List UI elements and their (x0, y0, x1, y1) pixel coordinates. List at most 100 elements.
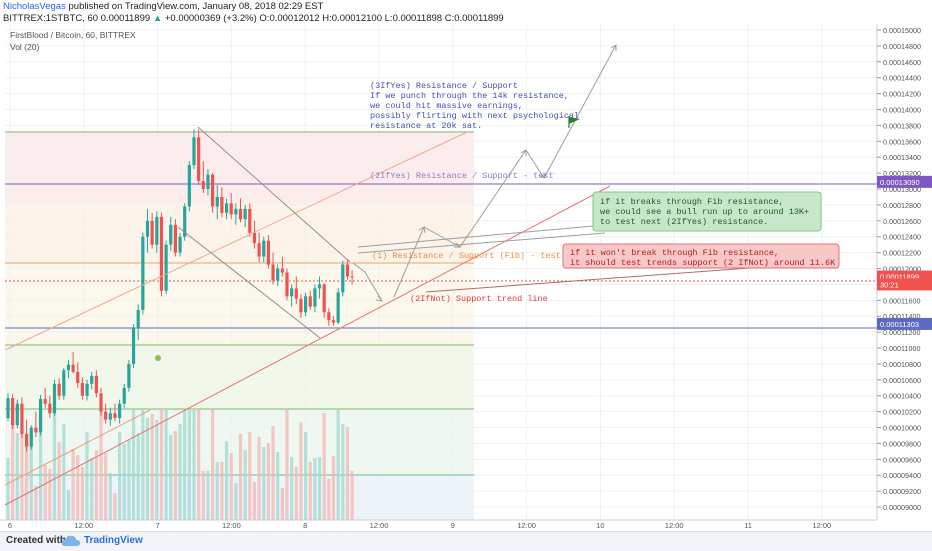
volume-bar (159, 410, 164, 520)
volume-bar (155, 420, 159, 520)
candle-body (173, 224, 177, 253)
candle-body (20, 403, 24, 434)
volume-bar (113, 493, 117, 520)
candle-body (308, 296, 312, 307)
y-tick-label: 0.00010600 (883, 376, 921, 385)
y-tick-label: 0.00014200 (883, 90, 921, 99)
candle-body (252, 232, 257, 244)
price-change: +0.00000369 (+3.2%) (164, 13, 257, 24)
volume-bar (122, 444, 126, 520)
candle-body (317, 284, 322, 289)
volume-bar (104, 453, 108, 520)
volume-bar (243, 450, 247, 520)
candle-body (304, 296, 308, 313)
volume-bar (220, 462, 224, 520)
note-bull-run: if it breaks through Fib resistance, (600, 197, 784, 207)
candle-body (266, 240, 270, 265)
volume-bar (280, 488, 284, 520)
volume-bar (15, 433, 19, 520)
volume-bar (341, 424, 345, 520)
volume-bar (308, 462, 312, 520)
candle-body (234, 208, 238, 215)
candle-body (224, 203, 229, 213)
volume-bar (85, 432, 89, 520)
candle-body (122, 387, 126, 404)
volume-bar (150, 414, 154, 520)
volume-bar (266, 443, 270, 520)
x-tick-label: 12:00 (74, 521, 93, 530)
price-label: 0.00013090 (880, 178, 920, 187)
price-axis[interactable]: 0.00009000 0.00009200 0.00009400 0.00009600… (876, 24, 921, 520)
volume-bar (313, 458, 317, 520)
volume-bar (331, 456, 336, 520)
close-value: 0.00011899 (454, 13, 504, 24)
volume-bar (90, 458, 94, 520)
annotation-3ifyes: we could hit massive earnings, (370, 101, 523, 111)
price-label-bg (877, 278, 932, 291)
volume-bar (294, 467, 298, 520)
y-tick-label: 0.00013000 (883, 185, 921, 194)
volume-bar (52, 410, 57, 520)
time-axis[interactable]: 6 12:00 7 12:00 8 12:00 9 12:00 10 12:00 11 12:00 (0, 519, 877, 530)
candle-body (211, 174, 215, 207)
volume-bar (276, 452, 280, 520)
y-tick-label: 0.00012600 (883, 217, 921, 226)
candle-body (215, 196, 219, 207)
footer: Created with TradingView (0, 531, 932, 551)
annotation-boxes (562, 191, 840, 269)
candle-body (80, 383, 84, 396)
candle-body (38, 398, 43, 433)
open-value: 0.00012012 (269, 13, 320, 24)
candle-body (108, 413, 112, 420)
candle-body (145, 220, 150, 237)
y-tick-label: 0.00014600 (883, 58, 921, 67)
x-tick-label: 11 (744, 521, 752, 530)
high-value: 0.00012100 (331, 13, 382, 24)
flag-icon (568, 116, 580, 128)
volume-bar (29, 434, 33, 520)
candle-body (248, 208, 252, 233)
footer-brand[interactable]: TradingView (84, 535, 143, 546)
candle-body (155, 216, 159, 245)
y-tick-label: 0.00012000 (883, 265, 921, 274)
volume-bar (252, 482, 257, 520)
author-link[interactable]: NicholasVegas (3, 1, 66, 12)
y-tick-label: 0.00013800 (883, 121, 921, 130)
x-tick-label: 9 (451, 521, 455, 530)
candle-body (57, 383, 61, 396)
volume-bar (164, 410, 168, 520)
volume-bar (71, 449, 75, 520)
volume-bar (99, 411, 103, 520)
open-label: O: (259, 13, 270, 24)
candle-body (6, 398, 10, 418)
candle-body (294, 288, 298, 299)
candle-body (169, 224, 173, 245)
note-trend-support: it should test trends support (2 IfNot) … (570, 258, 836, 268)
volume-bar (350, 471, 354, 520)
y-tick-label: 0.00011400 (883, 312, 920, 321)
drawings (4, 44, 831, 506)
candle-body (276, 268, 280, 281)
candle-body (141, 236, 145, 310)
low-value: 0.00011898 (392, 13, 443, 24)
symbol-line: BITTREX:1STBTC, 60 0.00011899 ▲ +0.00000… (3, 13, 504, 24)
y-tick-label: 0.00014400 (883, 74, 921, 83)
volume-bar (66, 490, 71, 520)
candle-body (262, 240, 266, 257)
volume-bar (178, 424, 182, 520)
price-label: 0.00011303 (880, 320, 919, 329)
x-tick-label: 8 (303, 521, 307, 530)
volume-bar (108, 473, 112, 520)
candles[interactable] (6, 129, 354, 452)
close-label: C: (444, 13, 455, 24)
volume-bar (173, 431, 177, 520)
candle-body (331, 320, 336, 323)
y-tick-label: 0.00010200 (883, 408, 921, 417)
annotation-3ifyes: (3IfYes) Resistance / Support (370, 81, 518, 91)
volume-bar (290, 457, 294, 520)
volume-bar (201, 471, 205, 520)
candle-body (71, 364, 75, 372)
volume-bar (304, 432, 308, 520)
